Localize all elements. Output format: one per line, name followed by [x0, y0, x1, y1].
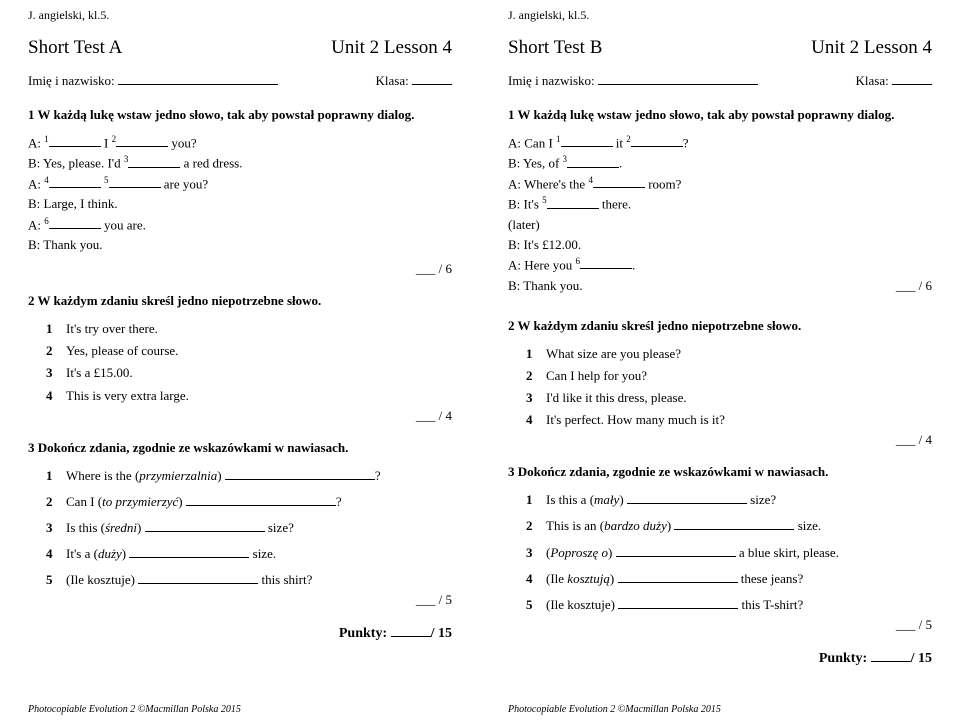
list-item: 5(Ile kosztuje) this T-shirt? — [526, 595, 932, 615]
dialog-line: B: Yes, of 3. — [508, 153, 932, 173]
section3-items-right: 1Is this a (mały) size? 2This is an (bar… — [508, 490, 932, 615]
dialog-line: B: Large, I think. — [28, 194, 452, 214]
section1-title-left: 1 W każdą lukę wstaw jedno słowo, tak ab… — [28, 107, 452, 123]
worksheet-page: J. angielski, kl.5. Short Test A Unit 2 … — [0, 0, 960, 721]
dialog-right: A: Can I 1 it 2? B: Yes, of 3. A: Where'… — [508, 133, 932, 296]
list-item: 2Can I (to przymierzyć) ? — [46, 492, 452, 512]
class-field-right: Klasa: — [856, 73, 932, 89]
name-field-left: Imię i nazwisko: — [28, 73, 278, 89]
list-item: 4This is very extra large. — [46, 386, 452, 406]
info-row-left: Imię i nazwisko: Klasa: — [28, 73, 452, 89]
section2-title-right: 2 W każdym zdaniu skreśl jedno niepotrze… — [508, 318, 932, 334]
dialog-line: A: 4 5 are you? — [28, 174, 452, 194]
list-item: 4(Ile kosztują) these jeans? — [526, 569, 932, 589]
section2-items-right: 1What size are you please? 2Can I help f… — [508, 344, 932, 431]
dialog-left: A: 1 I 2 you? B: Yes, please. I'd 3 a re… — [28, 133, 452, 255]
name-blank[interactable] — [598, 84, 758, 85]
dialog-line: B: It's 5 there. — [508, 194, 932, 214]
score3-right: ___ / 5 — [508, 617, 932, 633]
class-label: Klasa: — [856, 73, 889, 88]
test-b-panel: J. angielski, kl.5. Short Test B Unit 2 … — [480, 0, 960, 721]
test-title-a: Short Test A — [28, 37, 122, 59]
score1-left: ___ / 6 — [28, 261, 452, 277]
list-item: 1Where is the (przymierzalnia) ? — [46, 466, 452, 486]
list-item: 4It's perfect. How many much is it? — [526, 410, 932, 430]
test-title-b: Short Test B — [508, 37, 602, 59]
total-right: Punkty: / 15 — [508, 651, 932, 667]
dialog-line: A: Where's the 4 room? — [508, 174, 932, 194]
info-row-right: Imię i nazwisko: Klasa: — [508, 73, 932, 89]
list-item: 1It's try over there. — [46, 319, 452, 339]
dialog-line: A: Can I 1 it 2? — [508, 133, 932, 153]
list-item: 4It's a (duży) size. — [46, 544, 452, 564]
header-left: J. angielski, kl.5. — [28, 8, 452, 23]
list-item: 3(Poproszę o) a blue skirt, please. — [526, 543, 932, 563]
class-label: Klasa: — [376, 73, 409, 88]
dialog-line: (later) — [508, 215, 932, 235]
name-field-right: Imię i nazwisko: — [508, 73, 758, 89]
score1-right: ___ / 6 — [896, 276, 932, 296]
unit-label-b: Unit 2 Lesson 4 — [811, 37, 932, 59]
list-item: 3Is this (średni) size? — [46, 518, 452, 538]
class-blank[interactable] — [892, 84, 932, 85]
name-blank[interactable] — [118, 84, 278, 85]
class-blank[interactable] — [412, 84, 452, 85]
footer-left: Photocopiable Evolution 2 ©Macmillan Pol… — [28, 704, 241, 715]
dialog-line: B: Yes, please. I'd 3 a red dress. — [28, 153, 452, 173]
list-item: 2Yes, please of course. — [46, 341, 452, 361]
unit-label-a: Unit 2 Lesson 4 — [331, 37, 452, 59]
section2-title-left: 2 W każdym zdaniu skreśl jedno niepotrze… — [28, 293, 452, 309]
dialog-line: A: 6 you are. — [28, 215, 452, 235]
section3-title-left: 3 Dokończ zdania, zgodnie ze wskazówkami… — [28, 440, 452, 456]
list-item: 2This is an (bardzo duży) size. — [526, 516, 932, 536]
title-row-left: Short Test A Unit 2 Lesson 4 — [28, 37, 452, 59]
score2-left: ___ / 4 — [28, 408, 452, 424]
header-right: J. angielski, kl.5. — [508, 8, 932, 23]
footer-right: Photocopiable Evolution 2 ©Macmillan Pol… — [508, 704, 721, 715]
score2-right: ___ / 4 — [508, 432, 932, 448]
list-item: 3It's a £15.00. — [46, 363, 452, 383]
list-item: 3I'd like it this dress, please. — [526, 388, 932, 408]
dialog-line: B: It's £12.00. — [508, 235, 932, 255]
list-item: 2Can I help for you? — [526, 366, 932, 386]
class-field-left: Klasa: — [376, 73, 452, 89]
section1-title-right: 1 W każdą lukę wstaw jedno słowo, tak ab… — [508, 107, 932, 123]
dialog-line: B: Thank you.___ / 6 — [508, 276, 932, 296]
total-left: Punkty: / 15 — [28, 626, 452, 642]
title-row-right: Short Test B Unit 2 Lesson 4 — [508, 37, 932, 59]
section2-items-left: 1It's try over there. 2Yes, please of co… — [28, 319, 452, 406]
list-item: 1What size are you please? — [526, 344, 932, 364]
dialog-line: B: Thank you. — [28, 235, 452, 255]
dialog-line: A: 1 I 2 you? — [28, 133, 452, 153]
list-item: 5(Ile kosztuje) this shirt? — [46, 570, 452, 590]
section3-title-right: 3 Dokończ zdania, zgodnie ze wskazówkami… — [508, 464, 932, 480]
test-a-panel: J. angielski, kl.5. Short Test A Unit 2 … — [0, 0, 480, 721]
list-item: 1Is this a (mały) size? — [526, 490, 932, 510]
dialog-line: A: Here you 6. — [508, 255, 932, 275]
name-label: Imię i nazwisko: — [28, 73, 115, 88]
section3-items-left: 1Where is the (przymierzalnia) ? 2Can I … — [28, 466, 452, 591]
name-label: Imię i nazwisko: — [508, 73, 595, 88]
score3-left: ___ / 5 — [28, 592, 452, 608]
